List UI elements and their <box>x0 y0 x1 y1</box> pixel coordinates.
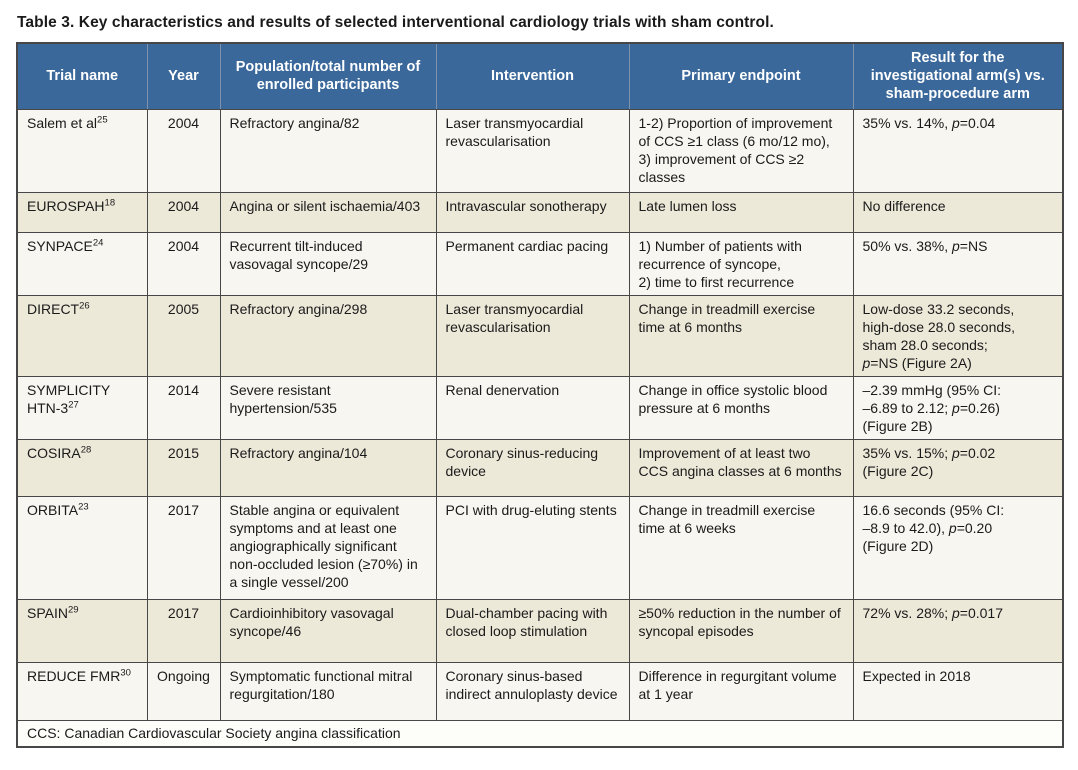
reference-superscript: 18 <box>104 196 116 208</box>
table-row: DIRECT26 2005 Refractory angina/298 Lase… <box>16 294 1064 377</box>
trial-name-cell: EUROSPAH18 <box>16 191 148 233</box>
year-cell: 2015 <box>146 438 221 497</box>
result-cell: Low-dose 33.2 seconds, high-dose 28.0 se… <box>852 294 1064 377</box>
population-cell: Refractory angina/82 <box>219 108 437 193</box>
trial-name-cell: SPAIN29 <box>16 598 148 663</box>
trial-name: REDUCE FMR <box>27 667 121 684</box>
reference-superscript: 26 <box>79 299 90 311</box>
population-cell: Symptomatic functional mitral regurgitat… <box>219 661 437 721</box>
column-header-primary-endpoint: Primary endpoint <box>628 43 853 110</box>
year-cell: 2004 <box>146 231 221 296</box>
intervention-cell: Dual-chamber pacing with closed loop sti… <box>435 598 630 663</box>
trial-name-cell: Salem et al25 <box>16 108 148 193</box>
year-cell: 2014 <box>146 375 221 440</box>
trial-name: ORBITA <box>27 501 79 518</box>
population-cell: Angina or silent ischaemia/403 <box>219 191 437 233</box>
table-title: Table 3. Key characteristics and results… <box>17 14 774 31</box>
trial-name: DIRECT <box>27 300 80 317</box>
primary-endpoint-cell: 1-2) Proportion of improvement of CCS ≥1… <box>628 108 854 193</box>
primary-endpoint-cell: 1) Number of patients with recurrence of… <box>628 231 854 296</box>
table-row: COSIRA28 2015 Refractory angina/104 Coro… <box>16 438 1064 497</box>
primary-endpoint-cell: Change in treadmill exercise time at 6 m… <box>628 294 854 377</box>
population-cell: Recurrent tilt-induced vasovagal syncope… <box>219 231 437 296</box>
column-header-intervention: Intervention <box>435 43 629 110</box>
population-cell: Cardioinhibitory vasovagal syncope/46 <box>219 598 437 663</box>
trial-name: EUROSPAH <box>27 197 105 214</box>
population-cell: Severe resistant hypertension/535 <box>219 375 437 440</box>
primary-endpoint-cell: Late lumen loss <box>628 191 854 233</box>
intervention-cell: Coronary sinus-based indirect annuloplas… <box>435 661 630 721</box>
intervention-cell: Intravascular sonotherapy <box>435 191 630 233</box>
footnote-row: CCS: Canadian Cardiovascular Society ang… <box>16 719 1064 748</box>
reference-superscript: 30 <box>120 666 131 678</box>
reference-superscript: 23 <box>78 500 89 512</box>
result-cell: No difference <box>852 191 1064 233</box>
header-row: Trial name Year Population/total number … <box>17 43 1063 110</box>
reference-superscript: 25 <box>97 113 108 125</box>
trial-name: Salem et al <box>27 114 98 131</box>
primary-endpoint-cell: Difference in regurgitant volume at 1 ye… <box>628 661 854 721</box>
year-cell: 2004 <box>146 108 221 193</box>
intervention-cell: PCI with drug-eluting stents <box>435 495 630 600</box>
table-row: REDUCE FMR30 Ongoing Symptomatic functio… <box>16 661 1064 721</box>
result-cell: Expected in 2018 <box>852 661 1064 721</box>
reference-superscript: 27 <box>68 398 79 410</box>
trial-name-cell: ORBITA23 <box>16 495 148 600</box>
primary-endpoint-cell: ≥50% reduction in the number of syncopal… <box>628 598 854 663</box>
trial-name-cell: REDUCE FMR30 <box>16 661 148 721</box>
intervention-cell: Laser transmyocardial revascularisation <box>435 294 630 377</box>
result-cell: –2.39 mmHg (95% CI: –6.89 to 2.12; p=0.2… <box>852 375 1064 440</box>
intervention-cell: Laser transmyocardial revascularisation <box>435 108 630 193</box>
reference-superscript: 24 <box>92 236 104 248</box>
column-header-population: Population/total number of enrolled part… <box>219 43 436 110</box>
trial-name-cell: SYNPACE24 <box>16 231 148 296</box>
table-row: EUROSPAH18 2004 Angina or silent ischaem… <box>16 191 1064 233</box>
result-cell: 50% vs. 38%, p=NS <box>852 231 1064 296</box>
result-cell: 35% vs. 15%; p=0.02 (Figure 2C) <box>852 438 1064 497</box>
result-cell: 35% vs. 14%, p=0.04 <box>852 108 1064 193</box>
table-row: ORBITA23 2017 Stable angina or equivalen… <box>16 495 1064 600</box>
population-cell: Stable angina or equivalent symptoms and… <box>219 495 437 600</box>
population-cell: Refractory angina/104 <box>219 438 437 497</box>
year-cell: 2004 <box>146 191 221 233</box>
intervention-cell: Coronary sinus-reducing device <box>435 438 630 497</box>
trial-name-cell: SYMPLICITY HTN-327 <box>16 375 148 440</box>
year-cell: 2017 <box>146 495 221 600</box>
column-header-result: Result for the investigational arm(s) vs… <box>852 43 1063 110</box>
table-row: SYMPLICITY HTN-327 2014 Severe resistant… <box>16 375 1064 440</box>
year-cell: 2005 <box>146 294 221 377</box>
table-row: SYNPACE24 2004 Recurrent tilt-induced va… <box>16 231 1064 296</box>
column-header-trial-name: Trial name <box>17 43 147 110</box>
primary-endpoint-cell: Change in treadmill exercise time at 6 w… <box>628 495 854 600</box>
reference-superscript: 28 <box>80 443 92 455</box>
footnote-cell: CCS: Canadian Cardiovascular Society ang… <box>16 719 1064 748</box>
population-cell: Refractory angina/298 <box>219 294 437 377</box>
trials-table: Trial name Year Population/total number … <box>16 42 1064 748</box>
intervention-cell: Permanent cardiac pacing <box>435 231 630 296</box>
trial-name: SPAIN <box>27 604 68 621</box>
table-row: SPAIN29 2017 Cardioinhibitory vasovagal … <box>16 598 1064 663</box>
column-header-year: Year <box>146 43 220 110</box>
primary-endpoint-cell: Improvement of at least two CCS angina c… <box>628 438 854 497</box>
trial-name: SYNPACE <box>27 237 93 254</box>
primary-endpoint-cell: Change in office systolic blood pressure… <box>628 375 854 440</box>
trial-name: COSIRA <box>27 444 81 461</box>
year-cell: Ongoing <box>146 661 221 721</box>
reference-superscript: 29 <box>67 603 79 615</box>
trial-name-cell: COSIRA28 <box>16 438 148 497</box>
result-cell: 72% vs. 28%; p=0.017 <box>852 598 1064 663</box>
intervention-cell: Renal denervation <box>435 375 630 440</box>
trial-name-cell: DIRECT26 <box>16 294 148 377</box>
year-cell: 2017 <box>146 598 221 663</box>
table-row: Salem et al25 2004 Refractory angina/82 … <box>16 108 1064 193</box>
result-cell: 16.6 seconds (95% CI: –8.9 to 42.0), p=0… <box>852 495 1064 600</box>
trial-name: SYMPLICITY HTN-3 <box>27 381 110 416</box>
